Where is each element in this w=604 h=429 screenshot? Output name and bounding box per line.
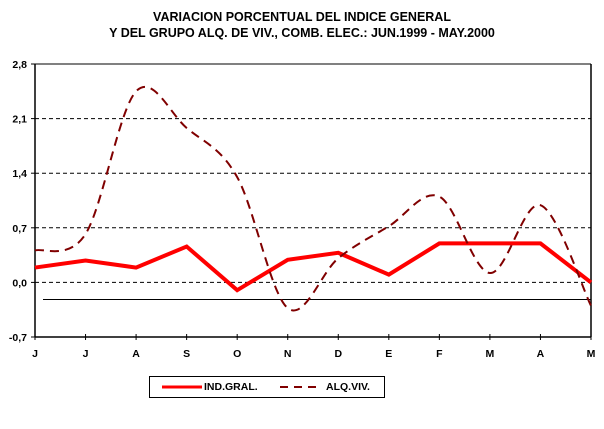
y-tick-label: -0,7 (9, 332, 27, 344)
x-tick-label: A (132, 348, 140, 360)
x-tick-label: M (486, 348, 495, 360)
x-tick-label: E (385, 348, 392, 360)
y-tick-label: 2,1 (12, 114, 27, 126)
x-tick-label: F (436, 348, 443, 360)
x-tick-label: O (233, 348, 241, 360)
x-tick-label: J (32, 348, 38, 360)
chart-title-line-1: VARIACION PORCENTUAL DEL INDICE GENERAL (153, 10, 451, 24)
x-tick-label: D (334, 348, 342, 360)
x-tick-label: J (83, 348, 89, 360)
chart-title-line-2: Y DEL GRUPO ALQ. DE VIV., COMB. ELEC.: J… (109, 26, 495, 40)
x-tick-label: S (183, 348, 190, 360)
y-tick-label: 0,7 (12, 223, 27, 235)
y-tick-label: 0,0 (12, 277, 27, 289)
y-tick-label: 2,8 (12, 59, 27, 71)
series-line-ind-gral (34, 241, 593, 293)
legend-item-ind-gral: IND.GRAL. (160, 377, 258, 397)
legend-item-alq-viv: ALQ.VIV. (278, 377, 370, 397)
series-line-alq-viv (34, 85, 592, 312)
x-tick-label: N (284, 348, 292, 360)
x-tick-label: A (537, 348, 545, 360)
y-tick-label: 1,4 (12, 168, 27, 180)
legend-label-alq-viv: ALQ.VIV. (326, 381, 370, 393)
legend-swatch-dashed (280, 386, 316, 388)
legend-label-ind-gral: IND.GRAL. (204, 381, 258, 393)
legend: IND.GRAL. ALQ.VIV. (149, 376, 385, 398)
legend-swatch-solid (162, 385, 202, 389)
x-tick-label: M (587, 348, 596, 360)
